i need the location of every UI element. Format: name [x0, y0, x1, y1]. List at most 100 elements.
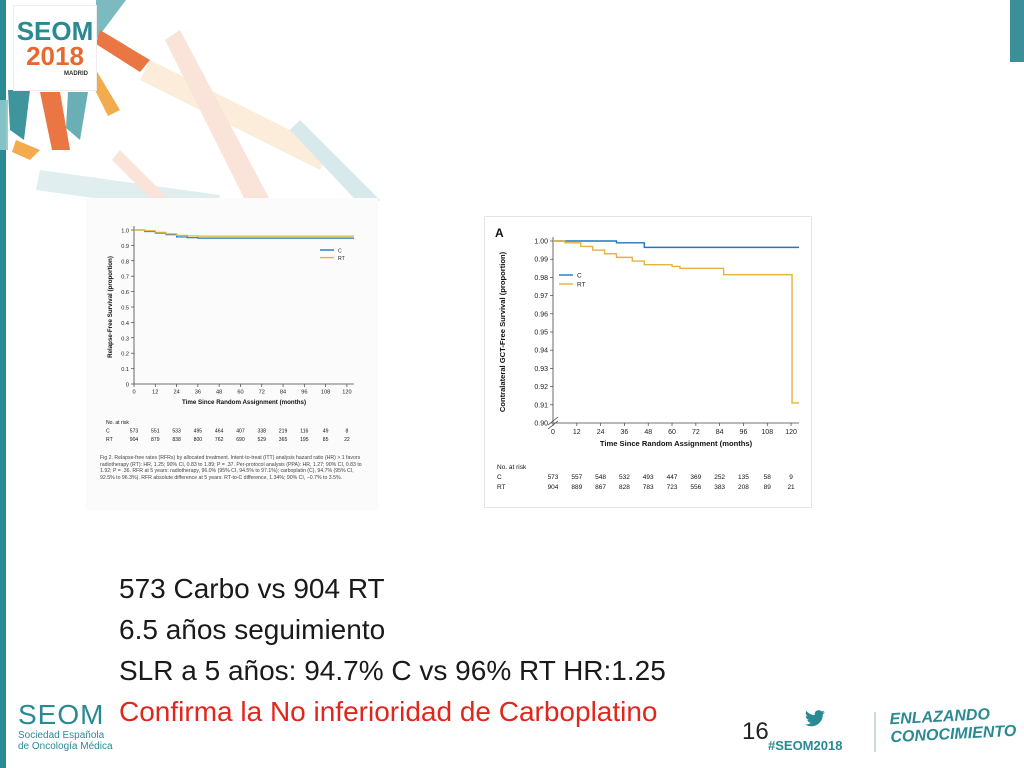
at-risk-value: 116 — [300, 429, 308, 435]
page-number: 16 — [742, 718, 769, 745]
x-tick-label: 12 — [573, 429, 581, 436]
at-risk-value: 556 — [690, 484, 701, 491]
at-risk-value: 723 — [667, 484, 678, 491]
x-tick-label: 48 — [216, 390, 222, 396]
at-risk-value: 8 — [345, 429, 348, 435]
x-tick-label: 24 — [173, 390, 179, 396]
x-tick-label: 0 — [132, 390, 135, 396]
series-line-c — [553, 240, 799, 249]
at-risk-value: 551 — [151, 429, 160, 435]
y-tick-label: 0.6 — [121, 290, 129, 296]
summary-line-followup: 6.5 años seguimiento — [119, 614, 386, 645]
x-tick-label: 60 — [237, 390, 243, 396]
at-risk-value: 495 — [194, 429, 203, 435]
y-tick-label: 0.92 — [534, 384, 548, 391]
x-tick-label: 108 — [321, 390, 330, 396]
at-risk-value: 879 — [151, 437, 160, 443]
chart-1-caption: Fig 2. Relapse-free rates (RFRs) by allo… — [100, 455, 362, 481]
at-risk-value: 828 — [619, 484, 630, 491]
y-tick-label: 1.00 — [534, 239, 548, 246]
x-tick-label: 84 — [280, 390, 286, 396]
at-risk-value: 529 — [257, 437, 266, 443]
summary-line-conclusion: Confirma la No inferioridad de Carboplat… — [119, 696, 658, 727]
at-risk-value: 889 — [571, 484, 582, 491]
chart-relapse-free-survival: 0 0.1 0.2 0.3 0.4 0.5 0.6 0.7 0.8 0.9 1.0 0 12 24 36 48… — [86, 198, 378, 510]
y-tick-label: 0 — [126, 383, 129, 389]
seom2018-logo: SEOM 2018 MADRID — [14, 6, 96, 90]
at-risk-value: 208 — [738, 484, 749, 491]
at-risk-value: 904 — [548, 484, 559, 491]
y-tick-label: 0.91 — [534, 402, 548, 409]
y-tick-label: 0.93 — [534, 366, 548, 373]
x-tick-label: 0 — [551, 429, 555, 436]
org-subtitle-2: de Oncología Médica — [18, 741, 113, 752]
at-risk-value: 219 — [279, 429, 288, 435]
summary-line-rfr: SLR a 5 años: 94.7% C vs 96% RT HR:1.25 — [119, 655, 666, 686]
y-tick-label: 0.97 — [534, 293, 548, 300]
y-tick-label: 0.95 — [534, 330, 548, 337]
chart-2-svg: 0.90 0.91 0.92 0.93 0.94 0.95 0.96 0.97 0.98 0.99… — [495, 226, 799, 491]
at-risk-value: 867 — [595, 484, 606, 491]
at-risk-value: 252 — [714, 474, 725, 481]
at-risk-value: 557 — [571, 474, 582, 481]
series-line-rt — [553, 240, 799, 404]
x-tick-label: 72 — [692, 429, 700, 436]
x-tick-label: 96 — [740, 429, 748, 436]
x-tick-label: 48 — [644, 429, 652, 436]
at-risk-value: 407 — [236, 429, 245, 435]
seom-society-logo: SEOM Sociedad Española de Oncología Médi… — [18, 700, 113, 753]
legend-label-c: C — [577, 273, 582, 280]
at-risk-value: 447 — [667, 474, 678, 481]
at-risk-value: 369 — [690, 474, 701, 481]
y-tick-label: 0.8 — [121, 259, 129, 265]
y-tick-label: 0.7 — [121, 275, 129, 281]
right-accent-bar — [1010, 0, 1024, 62]
chart-1-svg: 0 0.1 0.2 0.3 0.4 0.5 0.6 0.7 0.8 0.9 1.0 0 12 24 36 48… — [106, 226, 354, 443]
at-risk-value: 135 — [738, 474, 749, 481]
at-risk-value: 548 — [595, 474, 606, 481]
y-tick-label: 0.9 — [121, 244, 129, 250]
y-tick-label: 0.94 — [534, 348, 548, 355]
at-risk-value: 762 — [215, 437, 224, 443]
legend-label-rt: RT — [338, 256, 345, 262]
x-tick-label: 36 — [195, 390, 201, 396]
x-tick-label: 12 — [152, 390, 158, 396]
at-risk-value: 22 — [344, 437, 350, 443]
at-risk-value: 532 — [619, 474, 630, 481]
y-tick-label: 0.2 — [121, 352, 129, 358]
at-risk-value: 573 — [130, 429, 139, 435]
x-tick-label: 24 — [597, 429, 605, 436]
at-risk-value: 783 — [643, 484, 654, 491]
summary-line-patients: 573 Carbo vs 904 RT — [119, 573, 385, 604]
footer-divider — [874, 712, 876, 752]
y-tick-label: 0.99 — [534, 257, 548, 264]
y-tick-label: 0.90 — [534, 421, 548, 428]
x-tick-label: 36 — [621, 429, 629, 436]
x-axis-label: Time Since Random Assignment (months) — [600, 439, 753, 448]
logo-city: MADRID — [64, 71, 88, 77]
at-risk-value: 49 — [323, 429, 329, 435]
at-risk-heading: No. at risk — [106, 420, 129, 426]
x-tick-label: 96 — [301, 390, 307, 396]
x-axis-label: Time Since Random Assignment (months) — [182, 399, 306, 406]
x-tick-label: 84 — [716, 429, 724, 436]
left-accent-bar — [0, 0, 6, 768]
axis-break-mark — [547, 416, 559, 426]
at-risk-row-label: RT — [106, 437, 113, 443]
at-risk-value: 365 — [279, 437, 288, 443]
x-tick-label: 72 — [259, 390, 265, 396]
at-risk-value: 573 — [548, 474, 559, 481]
y-tick-label: 0.5 — [121, 306, 129, 312]
series-line-rt — [134, 229, 354, 237]
at-risk-value: 58 — [764, 474, 772, 481]
at-risk-row-label: RT — [497, 484, 506, 491]
at-risk-value: 9 — [789, 474, 793, 481]
summary-bullets: 573 Carbo vs 904 RT 6.5 años seguimiento… — [119, 568, 666, 732]
at-risk-heading: No. at risk — [497, 464, 527, 471]
logo-brand: SEOM — [16, 16, 94, 46]
y-tick-label: 0.1 — [121, 367, 129, 373]
y-axis-label: Contralateral GCT-Free Survival (proport… — [498, 251, 507, 412]
at-risk-value: 21 — [787, 484, 795, 491]
legend-label-c: C — [338, 249, 342, 255]
x-tick-label: 120 — [785, 429, 797, 436]
